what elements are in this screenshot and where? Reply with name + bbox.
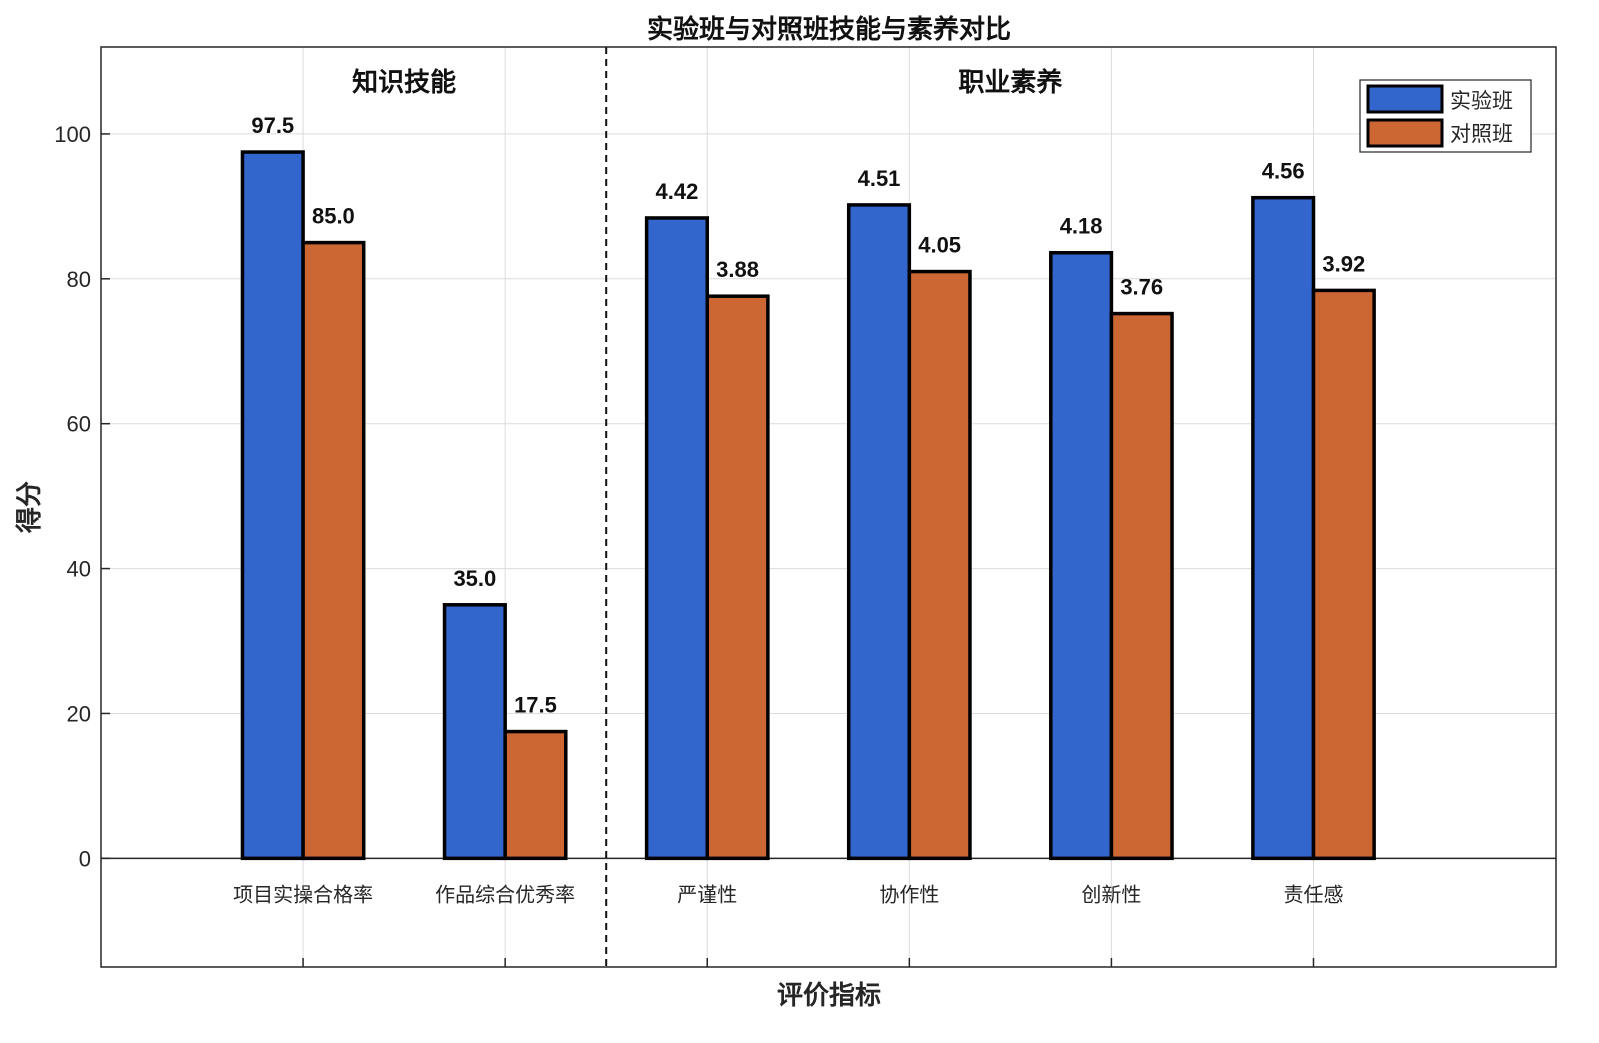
y-tick-label: 40 — [67, 557, 91, 582]
bar-data-label: 3.76 — [1120, 275, 1163, 300]
x-tick-label: 责任感 — [1284, 882, 1344, 906]
x-tick-label: 协作性 — [879, 882, 939, 906]
x-axis-ticks — [302, 958, 1315, 967]
x-tick-label: 严谨性 — [677, 882, 737, 906]
bar-control — [503, 729, 568, 861]
bar-data-label: 3.88 — [716, 257, 759, 282]
y-axis-title: 得分 — [15, 481, 45, 534]
bar-control — [705, 294, 770, 861]
bar-experimental — [644, 216, 709, 861]
group-label-professional-literacy: 职业素养 — [958, 67, 1062, 98]
legend-label-experimental: 实验班 — [1450, 89, 1513, 113]
legend: 实验班 对照班 — [1359, 79, 1532, 153]
x-axis-title: 评价指标 — [777, 981, 881, 1011]
bar-data-label: 97.5 — [251, 113, 294, 138]
data-labels: 97.5 35.0 4.42 4.51 4.18 4.56 85.0 17.5 3.88 4.05… — [251, 113, 1365, 718]
chart-title: 实验班与对照班技能与素养对比 — [647, 14, 1011, 45]
bar-experimental — [846, 203, 912, 861]
x-tick-label: 项目实操合格率 — [233, 882, 373, 906]
y-tick-label: 60 — [67, 412, 91, 437]
bar-data-label: 85.0 — [312, 204, 355, 229]
y-tick-label: 100 — [54, 122, 91, 147]
y-axis-ticks: 0 20 40 60 80 100 — [54, 122, 110, 871]
bar-data-label: 4.56 — [1262, 159, 1305, 184]
y-tick-label: 0 — [79, 846, 91, 871]
bar-data-label: 4.51 — [858, 166, 901, 191]
legend-swatch-experimental — [1366, 84, 1444, 114]
bar-data-label: 4.18 — [1060, 214, 1103, 239]
plot-area: 0 20 40 60 80 100 知识技能 职业素养 97.5 35.0 4.42 4.51 4… — [54, 46, 1557, 968]
bar-control — [1311, 288, 1376, 861]
bar-experimental — [1049, 250, 1114, 861]
bar-control — [301, 240, 366, 861]
x-tick-label: 创新性 — [1081, 882, 1141, 906]
plot-frame — [100, 46, 1557, 968]
bar-control — [907, 269, 972, 861]
bars — [240, 150, 1376, 861]
bar-experimental — [1251, 195, 1316, 861]
bar-data-label: 4.42 — [656, 179, 699, 204]
bar-experimental — [442, 603, 507, 861]
y-tick-label: 20 — [67, 701, 91, 726]
bar-control — [1109, 311, 1174, 861]
x-axis-category-labels: 项目实操合格率 作品综合优秀率 严谨性 协作性 创新性 责任感 — [233, 882, 1343, 906]
bar-experimental — [240, 150, 305, 861]
bar-data-label: 35.0 — [453, 566, 496, 591]
legend-swatch-control — [1366, 118, 1444, 148]
y-tick-label: 80 — [67, 267, 91, 292]
x-tick-label: 作品综合优秀率 — [435, 882, 575, 906]
bar-data-label: 17.5 — [514, 693, 557, 718]
bar-data-label: 4.05 — [918, 233, 961, 258]
bar-data-label: 3.92 — [1322, 251, 1365, 276]
group-label-knowledge-skills: 知识技能 — [352, 67, 456, 98]
legend-label-control: 对照班 — [1450, 122, 1513, 146]
